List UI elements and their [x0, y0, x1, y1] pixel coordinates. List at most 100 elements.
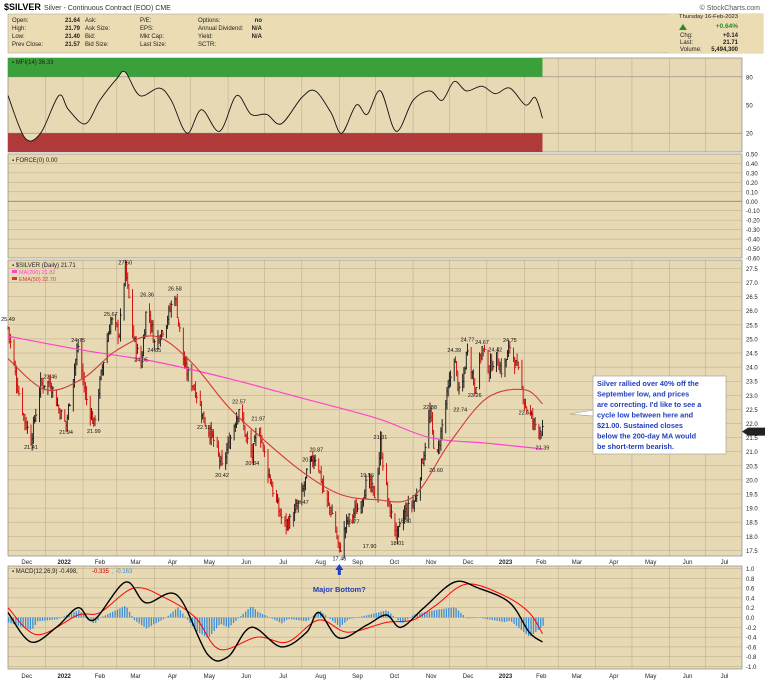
macd-hist-bar [232, 617, 235, 624]
macd-hist-bar [237, 617, 240, 619]
macd-x-axis-month-label: Feb [95, 674, 106, 680]
macd-hist-bar [170, 613, 172, 618]
x-axis-month-label: Jul [721, 560, 729, 566]
macd-hist-bar [162, 617, 165, 620]
macd-hist-bar [186, 617, 189, 620]
quote-date: Thursday 16-Feb-2023 [679, 14, 738, 20]
macd-hist-bar [276, 617, 278, 622]
price-data-label: 22.38 [423, 405, 437, 411]
macd-hist-bar [484, 617, 486, 619]
force-y-tick-label: -0.50 [746, 247, 760, 253]
x-axis-month-label: Jul [279, 560, 287, 566]
x-axis-month-label: May [204, 560, 215, 566]
macd-y-tick-label: 1.0 [746, 567, 755, 573]
macd-hist-bar [20, 617, 22, 627]
macd-hist-bar [344, 617, 346, 623]
macd-x-axis-month-label: Jul [721, 674, 729, 680]
mfi-line [7, 70, 543, 142]
macd-y-tick-label: 0.6 [746, 587, 755, 593]
macd-hist-bar [102, 616, 104, 618]
macd-hist-bar [513, 617, 515, 624]
force-y-tick-label: 0.50 [746, 153, 758, 159]
price-y-tick-label: 27.5 [746, 267, 758, 273]
macd-hist-bar [27, 617, 29, 630]
macd-y-tick-label: -0.4 [746, 636, 757, 642]
callout-text-line: September low, and prices [597, 390, 689, 399]
macd-hist-bar [82, 614, 85, 618]
macd-hist-bar [404, 617, 406, 621]
price-data-label: 24.75 [503, 338, 517, 344]
price-data-label: 21.31 [374, 435, 388, 441]
macd-hist-bar [368, 614, 370, 618]
macd-x-axis-month-label: Feb [536, 674, 547, 680]
callout-text-line: $21.00. Sustained closes [597, 421, 683, 430]
macd-hist-bar [143, 617, 145, 627]
macd-hist-bar [235, 617, 237, 621]
callout-text-line: Silver rallied over 40% off the [597, 379, 699, 388]
macd-hist-bar [44, 617, 46, 621]
ma200-line [7, 335, 543, 450]
macd-hist-bar [73, 612, 75, 618]
quote-label: Ask Size: [85, 26, 110, 32]
price-data-label: 24.42 [488, 347, 502, 353]
macd-x-axis-month-label: 2022 [58, 674, 72, 680]
quote-chg-label: Chg: [680, 33, 693, 39]
macd-hist-bar [245, 611, 247, 618]
macd-hist-bar [399, 617, 402, 623]
macd-hist-bar [365, 615, 368, 618]
mfi-overbought-fill [8, 58, 543, 77]
macd-label: ▪ MACD(12,26,9) -0.498, [12, 569, 78, 575]
macd-hist-bar [305, 617, 307, 622]
macd-hist-bar [39, 617, 41, 622]
macd-line [7, 580, 543, 662]
price-data-label: 24.39 [447, 348, 461, 354]
force-y-tick-label: 0.00 [746, 200, 758, 206]
quote-last-label: Last: [680, 40, 693, 46]
quote-value: 21.40 [65, 34, 81, 40]
price-data-label: 21.41 [24, 445, 38, 451]
quote-label: Yield: [198, 34, 213, 40]
macd-x-axis-month-label: Aug [315, 674, 326, 680]
macd-hist-bar [136, 617, 138, 622]
macd-hist-bar [37, 617, 39, 622]
macd-x-axis-month-label: Mar [572, 674, 582, 680]
quote-label: Prev Close: [12, 42, 43, 48]
macd-hist-bar [448, 607, 450, 618]
macd-hist-bar [22, 617, 24, 628]
force-y-tick-label: -0.10 [746, 209, 760, 215]
macd-y-tick-label: 0.0 [746, 616, 755, 622]
macd-hist-bar [385, 610, 387, 618]
force-y-tick-label: -0.20 [746, 219, 760, 225]
macd-hist-bar [160, 617, 162, 621]
macd-hist-bar [431, 610, 433, 618]
macd-hist-bar [537, 617, 539, 630]
macd-hist-bar [261, 613, 264, 618]
price-data-label: 17.90 [363, 544, 377, 550]
price-y-tick-label: 21.0 [746, 450, 758, 456]
macd-hist-bar [242, 613, 244, 618]
macd-hist-bar [220, 617, 223, 625]
price-y-tick-label: 22.0 [746, 422, 758, 428]
macd-hist-bar [281, 617, 283, 624]
macd-hist-bar [407, 617, 409, 620]
macd-hist-bar [307, 617, 310, 621]
quote-value: N/A [252, 26, 263, 32]
macd-hist-bar [51, 617, 53, 620]
macd-hist-bar [353, 617, 356, 619]
price-data-label: 24.75 [71, 338, 85, 344]
x-axis-month-label: Nov [426, 560, 437, 566]
quote-label: Options: [198, 18, 221, 24]
macd-hist-bar [278, 617, 281, 623]
macd-hist-bar [70, 613, 73, 618]
macd-hist-bar [387, 611, 389, 618]
macd-x-axis-month-label: 2023 [499, 674, 513, 680]
macd-x-axis-month-label: May [645, 674, 656, 680]
annotations: Silver rallied over 40% off the September… [313, 375, 727, 594]
macd-hist-bar [68, 614, 70, 618]
price-y-tick-label: 21.5 [746, 436, 758, 442]
quote-label: Low: [12, 34, 25, 40]
macd-y-tick-label: 0.4 [746, 596, 755, 602]
price-y-tick-label: 24.5 [746, 352, 758, 358]
macd-hist-bar [436, 609, 438, 618]
quote-label: Annual Dividend: [198, 26, 244, 32]
